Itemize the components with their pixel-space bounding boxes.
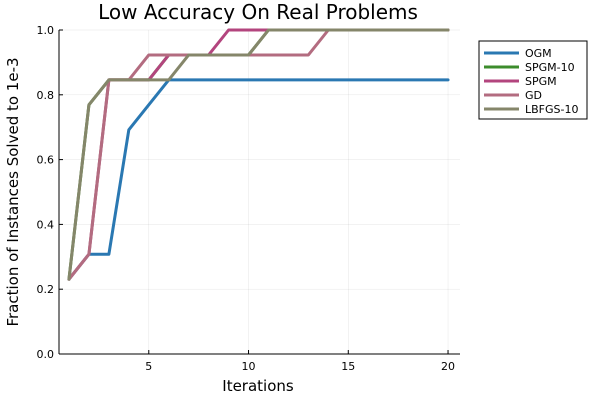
y-tick-label: 0.2 <box>37 283 55 296</box>
x-ticks: 5 10 15 20 <box>145 350 455 373</box>
x-tick-label: 20 <box>441 360 455 373</box>
series-lines <box>67 28 450 281</box>
y-tick-label: 0.6 <box>37 154 55 167</box>
x-tick-label: 15 <box>341 360 355 373</box>
series-line-ogm <box>67 78 450 281</box>
y-tick-label: 0.0 <box>37 348 55 361</box>
legend-label: SPGM <box>525 75 557 88</box>
x-tick-label: 10 <box>242 360 256 373</box>
legend-label: LBFGS-10 <box>525 103 578 116</box>
y-ticks: 0.0 0.2 0.4 0.6 0.8 1.0 <box>37 24 63 361</box>
chart-title: Low Accuracy On Real Problems <box>98 0 418 24</box>
x-axis-label: Iterations <box>222 377 294 395</box>
legend-label: GD <box>525 89 542 102</box>
y-tick-label: 0.8 <box>37 89 55 102</box>
y-tick-label: 1.0 <box>37 24 55 37</box>
legend-label: SPGM-10 <box>525 61 575 74</box>
y-tick-label: 0.4 <box>37 218 55 231</box>
y-axis-label: Fraction of Instances Solved to 1e-3 <box>4 57 22 326</box>
legend-label: OGM <box>525 47 552 60</box>
series-line-lbfgs-10 <box>67 28 450 281</box>
x-tick-label: 5 <box>145 360 152 373</box>
axes <box>58 30 460 355</box>
